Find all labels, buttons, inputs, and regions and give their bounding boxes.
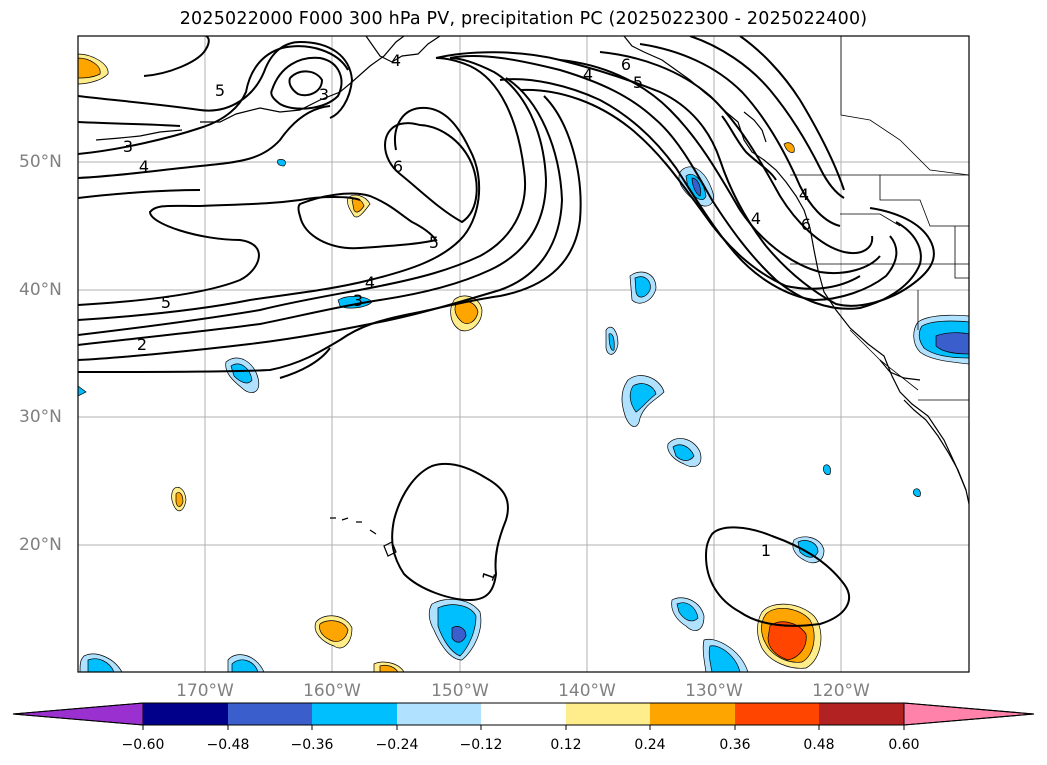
lat-label: 40°N — [19, 280, 62, 300]
lat-label: 50°N — [19, 152, 62, 172]
contour-label: 6 — [621, 55, 631, 74]
contour-label: 3 — [123, 137, 133, 156]
contour-label: 4 — [751, 209, 761, 228]
colorbar-swatch — [566, 703, 650, 725]
pv-contours — [78, 36, 935, 627]
coastlines — [95, 36, 969, 557]
colorbar-swatch — [397, 703, 481, 725]
lon-label: 160°W — [303, 681, 361, 701]
lon-label: 130°W — [685, 681, 743, 701]
contour-label: 5 — [429, 233, 439, 252]
contour-label: 6 — [801, 215, 811, 234]
colorbar-low-extend — [12, 702, 144, 726]
plot-frame — [77, 35, 970, 673]
contour-label: 3 — [353, 291, 363, 310]
borders — [790, 36, 969, 401]
lon-label: 120°W — [812, 681, 870, 701]
colorbar-tick-label: −0.12 — [459, 737, 503, 753]
contour-label: 6 — [393, 157, 403, 176]
gridlines — [78, 36, 969, 672]
colorbar-tick-label: 0.48 — [803, 737, 835, 753]
colorbar-tick-label: 0.12 — [550, 737, 582, 753]
lat-label: 30°N — [19, 407, 62, 427]
colorbar-tick-label: −0.24 — [375, 737, 419, 753]
colorbar-swatch — [481, 703, 566, 725]
contour-label: 4 — [139, 157, 149, 176]
lon-label: 170°W — [176, 681, 234, 701]
colorbar-swatch — [312, 703, 397, 725]
contour-label: 4 — [365, 273, 375, 292]
contour-label: 4 — [391, 51, 401, 70]
precip-negative-blobs — [78, 159, 969, 672]
colorbar-swatch — [228, 703, 312, 725]
colorbar-tick-label: 0.24 — [634, 737, 666, 753]
contour-label: 1 — [761, 541, 771, 560]
colorbar — [12, 702, 1035, 730]
contour-label: 5 — [215, 81, 225, 100]
colorbar-swatch — [819, 703, 904, 725]
contour-label: 4 — [799, 185, 809, 204]
colorbar-tick-label: −0.36 — [290, 737, 334, 753]
contour-labels: 4 5 3 3 6 4 5 4 5 3 2 4 6 5 4 6 4 1 1 — [123, 51, 811, 584]
figure-title: 2025022000 F000 300 hPa PV, precipitatio… — [179, 9, 868, 29]
colorbar-tick-label: 0.36 — [719, 737, 751, 753]
contour-label: 3 — [319, 85, 329, 104]
contour-label: 5 — [633, 73, 643, 92]
lon-label: 140°W — [558, 681, 616, 701]
lat-label: 20°N — [19, 535, 62, 555]
contour-label: 4 — [583, 65, 593, 84]
colorbar-tick-label: 0.60 — [888, 737, 920, 753]
colorbar-tick-label: −0.60 — [121, 737, 165, 753]
colorbar-swatch — [735, 703, 819, 725]
colorbar-swatch — [650, 703, 735, 725]
contour-label: 2 — [137, 335, 147, 354]
colorbar-swatch — [143, 703, 228, 725]
colorbar-tick-label: −0.48 — [206, 737, 250, 753]
precip-positive-blobs — [78, 53, 822, 672]
lon-label: 150°W — [431, 681, 489, 701]
colorbar-high-extend — [903, 702, 1035, 726]
contour-label: 5 — [161, 293, 171, 312]
